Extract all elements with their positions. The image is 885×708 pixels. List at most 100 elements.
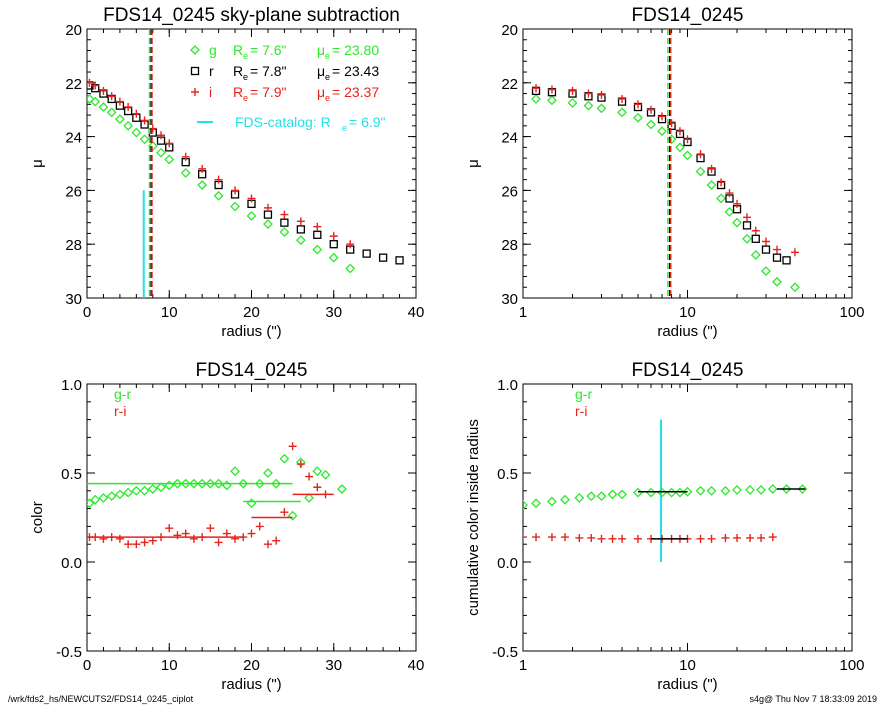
x-tick-label: 100 bbox=[839, 657, 864, 674]
data-point bbox=[165, 524, 174, 533]
data-point bbox=[180, 167, 191, 178]
data-point bbox=[584, 89, 593, 98]
data-point bbox=[608, 534, 617, 543]
footer-timestamp: s4g@ Thu Nov 7 18:33:09 2019 bbox=[749, 694, 877, 704]
y-tick-label: 22 bbox=[501, 76, 518, 93]
x-tick-label: 0 bbox=[83, 304, 91, 321]
y-axis-label: μ bbox=[29, 159, 46, 168]
y-tick-label: 28 bbox=[501, 237, 518, 254]
data-point bbox=[682, 486, 693, 497]
legend-g-r: g-r bbox=[114, 386, 131, 402]
data-point bbox=[675, 142, 685, 153]
data-point bbox=[114, 114, 125, 125]
data-point bbox=[263, 203, 272, 212]
legend-band: i bbox=[209, 84, 212, 100]
data-point bbox=[547, 533, 556, 542]
x-tick-label: 1 bbox=[519, 657, 527, 674]
series-g bbox=[87, 453, 347, 521]
data-point bbox=[761, 266, 771, 277]
data-point bbox=[596, 103, 607, 114]
data-point bbox=[547, 496, 557, 507]
data-point bbox=[716, 193, 726, 204]
data-point bbox=[263, 540, 272, 549]
data-point bbox=[115, 97, 124, 106]
data-point bbox=[706, 485, 717, 496]
data-point bbox=[782, 256, 791, 265]
series-r bbox=[531, 86, 791, 265]
data-point bbox=[296, 225, 306, 234]
y-tick-label: 26 bbox=[501, 183, 518, 200]
data-point bbox=[378, 253, 388, 262]
data-point bbox=[139, 134, 150, 145]
data-point bbox=[147, 141, 158, 151]
legend-mu-sub: e bbox=[325, 72, 330, 82]
data-point bbox=[180, 478, 191, 489]
data-point bbox=[164, 154, 175, 165]
data-point bbox=[280, 218, 289, 227]
data-point bbox=[633, 100, 642, 109]
y-tick-label: -0.5 bbox=[492, 644, 518, 661]
legend-catalog-label: FDS-catalog: R bbox=[235, 114, 331, 130]
data-point bbox=[106, 491, 117, 502]
data-point bbox=[147, 484, 158, 494]
legend-re: R bbox=[233, 63, 243, 79]
series-g bbox=[87, 94, 356, 274]
data-point bbox=[172, 478, 183, 489]
chart-tr: FDS14_0245 1 10 100 20 22 24 26 28 30 radius (") μ bbox=[465, 5, 865, 340]
legend-band: g bbox=[209, 42, 217, 58]
data-point bbox=[646, 119, 656, 130]
data-point bbox=[189, 478, 199, 489]
legend-marker bbox=[190, 66, 200, 76]
data-point bbox=[132, 540, 141, 549]
x-tick-label: 40 bbox=[408, 304, 425, 321]
y-tick-label: 24 bbox=[65, 130, 82, 147]
data-point bbox=[313, 483, 322, 492]
data-point bbox=[305, 472, 314, 481]
data-point bbox=[683, 135, 692, 144]
data-point bbox=[173, 531, 182, 540]
data-point bbox=[246, 498, 257, 509]
legend-catalog-value: = 6.9" bbox=[349, 114, 386, 130]
data-point bbox=[531, 498, 541, 509]
data-point bbox=[666, 134, 677, 145]
data-point bbox=[633, 112, 643, 123]
data-point bbox=[761, 245, 771, 254]
data-point bbox=[191, 88, 199, 96]
legend-marker bbox=[190, 45, 200, 55]
data-point bbox=[214, 175, 223, 184]
data-point bbox=[156, 482, 166, 493]
data-point bbox=[238, 478, 249, 489]
y-tick-label: 0.0 bbox=[61, 555, 82, 572]
y-tick-label: 24 bbox=[501, 130, 518, 147]
data-point bbox=[607, 489, 618, 500]
y-axis-label: μ bbox=[465, 159, 482, 168]
data-point bbox=[288, 442, 297, 451]
plot-area bbox=[523, 419, 808, 562]
data-point bbox=[742, 221, 752, 230]
data-point bbox=[197, 478, 208, 489]
series-i bbox=[532, 84, 799, 257]
legend-re-value: = 7.8" bbox=[250, 63, 287, 79]
plot-frame bbox=[522, 383, 853, 652]
data-point bbox=[197, 180, 208, 190]
data-point bbox=[568, 86, 577, 95]
y-tick-label: 1.0 bbox=[497, 377, 518, 394]
data-point bbox=[597, 534, 606, 543]
x-tick-label: 10 bbox=[679, 657, 696, 674]
legend-re-sub: e bbox=[243, 72, 248, 82]
data-point bbox=[345, 263, 356, 274]
data-point bbox=[682, 150, 693, 161]
data-point bbox=[706, 180, 717, 190]
data-point bbox=[732, 484, 742, 495]
data-point bbox=[346, 240, 355, 249]
data-point bbox=[532, 533, 541, 542]
y-axis-label: cumulative color inside radius bbox=[465, 419, 482, 616]
data-point bbox=[156, 147, 166, 158]
data-point bbox=[666, 487, 677, 498]
legend-mu-value: = 23.37 bbox=[332, 84, 379, 100]
data-point bbox=[131, 127, 142, 138]
data-point bbox=[279, 227, 290, 238]
data-point bbox=[287, 510, 298, 521]
data-point bbox=[560, 533, 569, 542]
